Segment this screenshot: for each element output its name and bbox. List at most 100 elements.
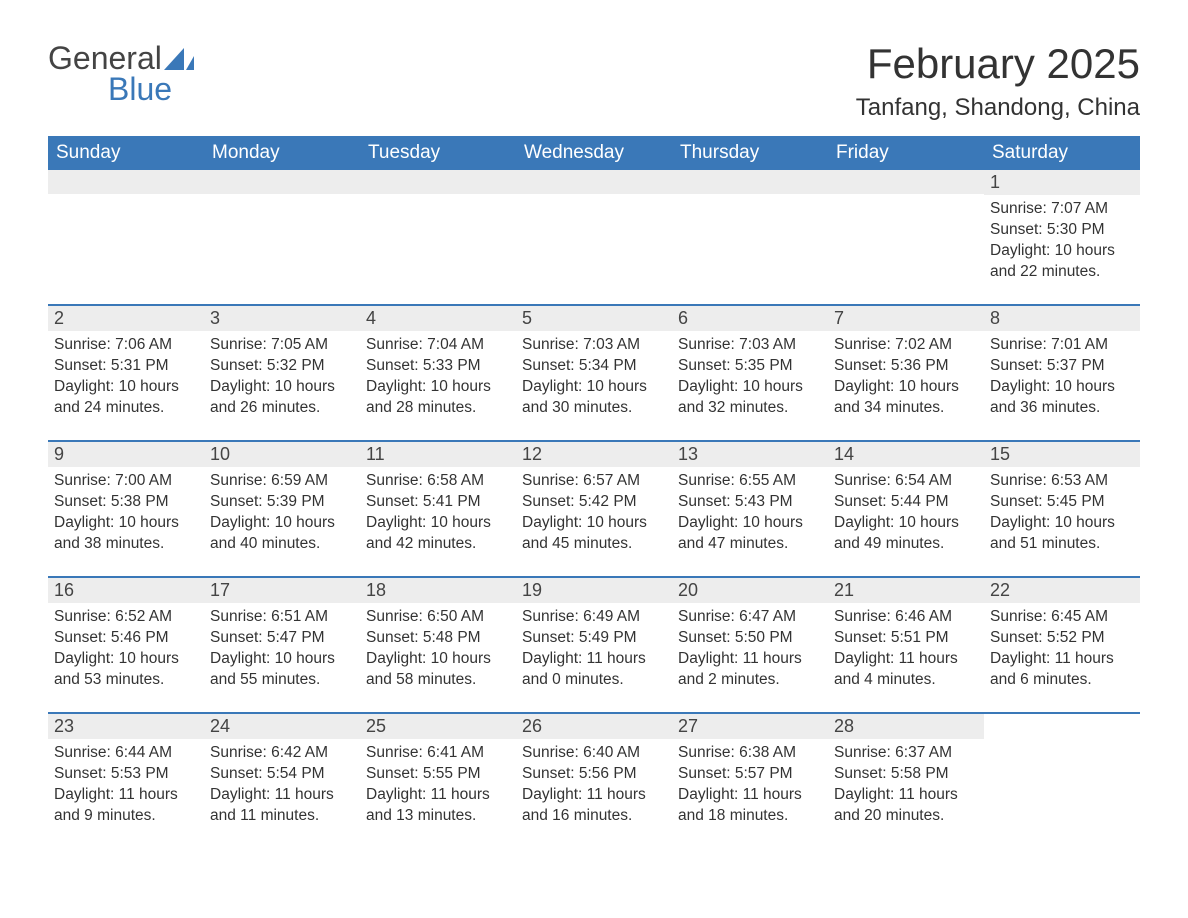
day-daylight2: and 28 minutes. <box>366 398 510 419</box>
day-cell: 16Sunrise: 6:52 AMSunset: 5:46 PMDayligh… <box>48 578 204 698</box>
day-daylight1: Daylight: 10 hours <box>54 377 198 398</box>
day-number: 17 <box>204 578 360 603</box>
week-row: 16Sunrise: 6:52 AMSunset: 5:46 PMDayligh… <box>48 576 1140 698</box>
day-number: 28 <box>828 714 984 739</box>
week-row: 23Sunrise: 6:44 AMSunset: 5:53 PMDayligh… <box>48 712 1140 834</box>
day-number: 27 <box>672 714 828 739</box>
day-sunrise: Sunrise: 7:03 AM <box>522 335 666 356</box>
logo-sail-icon <box>164 48 194 70</box>
day-daylight2: and 34 minutes. <box>834 398 978 419</box>
empty-day-header <box>48 170 204 194</box>
day-daylight2: and 2 minutes. <box>678 670 822 691</box>
day-details: Sunrise: 6:49 AMSunset: 5:49 PMDaylight:… <box>516 603 672 691</box>
day-cell: 23Sunrise: 6:44 AMSunset: 5:53 PMDayligh… <box>48 714 204 834</box>
empty-day-header <box>204 170 360 194</box>
day-details: Sunrise: 7:05 AMSunset: 5:32 PMDaylight:… <box>204 331 360 419</box>
day-number: 11 <box>360 442 516 467</box>
day-number: 14 <box>828 442 984 467</box>
day-cell: 20Sunrise: 6:47 AMSunset: 5:50 PMDayligh… <box>672 578 828 698</box>
day-cell: 21Sunrise: 6:46 AMSunset: 5:51 PMDayligh… <box>828 578 984 698</box>
day-cell: 17Sunrise: 6:51 AMSunset: 5:47 PMDayligh… <box>204 578 360 698</box>
day-sunset: Sunset: 5:36 PM <box>834 356 978 377</box>
day-sunrise: Sunrise: 6:54 AM <box>834 471 978 492</box>
day-sunrise: Sunrise: 6:38 AM <box>678 743 822 764</box>
day-sunrise: Sunrise: 6:45 AM <box>990 607 1134 628</box>
day-sunrise: Sunrise: 6:57 AM <box>522 471 666 492</box>
day-details: Sunrise: 6:38 AMSunset: 5:57 PMDaylight:… <box>672 739 828 827</box>
week-row: 9Sunrise: 7:00 AMSunset: 5:38 PMDaylight… <box>48 440 1140 562</box>
day-sunset: Sunset: 5:55 PM <box>366 764 510 785</box>
day-daylight1: Daylight: 10 hours <box>834 377 978 398</box>
day-number: 26 <box>516 714 672 739</box>
day-daylight2: and 18 minutes. <box>678 806 822 827</box>
day-number: 4 <box>360 306 516 331</box>
day-cell <box>984 714 1140 834</box>
day-details: Sunrise: 6:50 AMSunset: 5:48 PMDaylight:… <box>360 603 516 691</box>
day-daylight1: Daylight: 10 hours <box>522 513 666 534</box>
day-cell <box>360 170 516 290</box>
day-sunset: Sunset: 5:51 PM <box>834 628 978 649</box>
day-number: 8 <box>984 306 1140 331</box>
day-details: Sunrise: 6:55 AMSunset: 5:43 PMDaylight:… <box>672 467 828 555</box>
week-row: 2Sunrise: 7:06 AMSunset: 5:31 PMDaylight… <box>48 304 1140 426</box>
day-daylight2: and 53 minutes. <box>54 670 198 691</box>
day-daylight1: Daylight: 10 hours <box>54 649 198 670</box>
day-cell: 14Sunrise: 6:54 AMSunset: 5:44 PMDayligh… <box>828 442 984 562</box>
day-details: Sunrise: 6:37 AMSunset: 5:58 PMDaylight:… <box>828 739 984 827</box>
day-cell: 24Sunrise: 6:42 AMSunset: 5:54 PMDayligh… <box>204 714 360 834</box>
day-sunset: Sunset: 5:35 PM <box>678 356 822 377</box>
day-sunset: Sunset: 5:57 PM <box>678 764 822 785</box>
empty-day-header <box>672 170 828 194</box>
day-cell: 1Sunrise: 7:07 AMSunset: 5:30 PMDaylight… <box>984 170 1140 290</box>
weekday-monday: Monday <box>204 136 360 170</box>
day-daylight2: and 0 minutes. <box>522 670 666 691</box>
day-daylight2: and 55 minutes. <box>210 670 354 691</box>
day-sunset: Sunset: 5:42 PM <box>522 492 666 513</box>
day-sunrise: Sunrise: 7:04 AM <box>366 335 510 356</box>
day-daylight1: Daylight: 10 hours <box>522 377 666 398</box>
day-details: Sunrise: 6:59 AMSunset: 5:39 PMDaylight:… <box>204 467 360 555</box>
empty-day-header <box>516 170 672 194</box>
day-daylight2: and 26 minutes. <box>210 398 354 419</box>
day-cell: 25Sunrise: 6:41 AMSunset: 5:55 PMDayligh… <box>360 714 516 834</box>
day-sunset: Sunset: 5:48 PM <box>366 628 510 649</box>
day-number: 16 <box>48 578 204 603</box>
day-sunset: Sunset: 5:47 PM <box>210 628 354 649</box>
day-daylight1: Daylight: 10 hours <box>366 649 510 670</box>
day-details: Sunrise: 6:40 AMSunset: 5:56 PMDaylight:… <box>516 739 672 827</box>
day-daylight1: Daylight: 11 hours <box>54 785 198 806</box>
day-sunrise: Sunrise: 7:00 AM <box>54 471 198 492</box>
day-cell <box>672 170 828 290</box>
day-daylight2: and 6 minutes. <box>990 670 1134 691</box>
weekday-saturday: Saturday <box>984 136 1140 170</box>
day-daylight2: and 30 minutes. <box>522 398 666 419</box>
day-daylight2: and 51 minutes. <box>990 534 1134 555</box>
day-sunrise: Sunrise: 7:02 AM <box>834 335 978 356</box>
day-daylight2: and 58 minutes. <box>366 670 510 691</box>
day-daylight2: and 38 minutes. <box>54 534 198 555</box>
weekday-tuesday: Tuesday <box>360 136 516 170</box>
calendar: Sunday Monday Tuesday Wednesday Thursday… <box>48 136 1140 834</box>
day-number: 5 <box>516 306 672 331</box>
day-daylight2: and 13 minutes. <box>366 806 510 827</box>
day-daylight1: Daylight: 10 hours <box>210 377 354 398</box>
day-cell: 10Sunrise: 6:59 AMSunset: 5:39 PMDayligh… <box>204 442 360 562</box>
day-sunset: Sunset: 5:30 PM <box>990 220 1134 241</box>
day-sunrise: Sunrise: 6:47 AM <box>678 607 822 628</box>
empty-day-header <box>828 170 984 194</box>
day-daylight1: Daylight: 11 hours <box>522 649 666 670</box>
day-details: Sunrise: 6:47 AMSunset: 5:50 PMDaylight:… <box>672 603 828 691</box>
day-number: 9 <box>48 442 204 467</box>
day-number: 6 <box>672 306 828 331</box>
day-cell: 8Sunrise: 7:01 AMSunset: 5:37 PMDaylight… <box>984 306 1140 426</box>
day-daylight2: and 49 minutes. <box>834 534 978 555</box>
day-daylight1: Daylight: 10 hours <box>678 377 822 398</box>
day-daylight1: Daylight: 10 hours <box>366 513 510 534</box>
day-number: 20 <box>672 578 828 603</box>
day-cell: 26Sunrise: 6:40 AMSunset: 5:56 PMDayligh… <box>516 714 672 834</box>
day-details: Sunrise: 7:01 AMSunset: 5:37 PMDaylight:… <box>984 331 1140 419</box>
day-cell: 4Sunrise: 7:04 AMSunset: 5:33 PMDaylight… <box>360 306 516 426</box>
day-sunset: Sunset: 5:49 PM <box>522 628 666 649</box>
day-sunrise: Sunrise: 6:41 AM <box>366 743 510 764</box>
day-details: Sunrise: 7:07 AMSunset: 5:30 PMDaylight:… <box>984 195 1140 283</box>
